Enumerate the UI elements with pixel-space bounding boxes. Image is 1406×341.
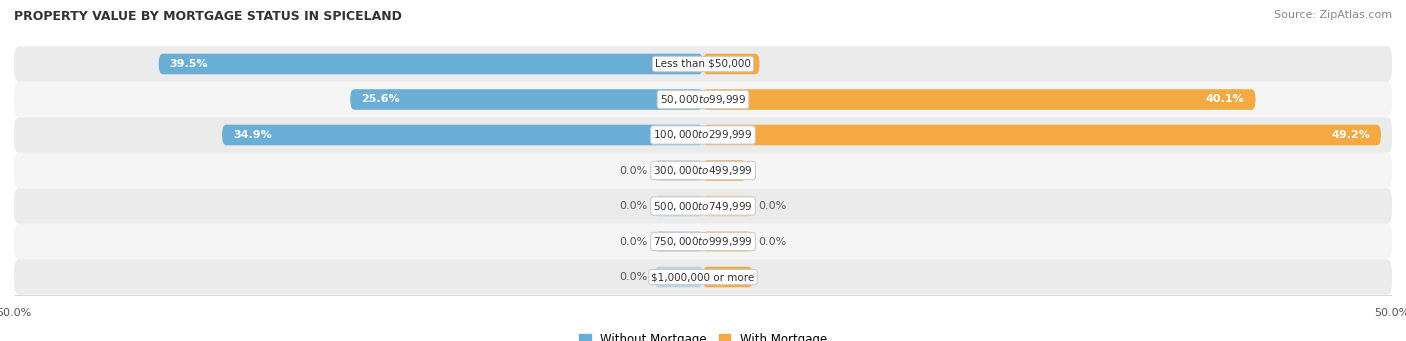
FancyBboxPatch shape (350, 89, 703, 110)
FancyBboxPatch shape (14, 153, 1392, 188)
FancyBboxPatch shape (222, 125, 703, 145)
Text: Source: ZipAtlas.com: Source: ZipAtlas.com (1274, 10, 1392, 20)
FancyBboxPatch shape (703, 267, 752, 287)
FancyBboxPatch shape (703, 196, 751, 216)
Text: PROPERTY VALUE BY MORTGAGE STATUS IN SPICELAND: PROPERTY VALUE BY MORTGAGE STATUS IN SPI… (14, 10, 402, 23)
Text: 0.0%: 0.0% (620, 201, 648, 211)
FancyBboxPatch shape (14, 82, 1392, 117)
Text: 49.2%: 49.2% (1331, 130, 1369, 140)
FancyBboxPatch shape (703, 125, 1381, 145)
Text: 0.0%: 0.0% (758, 201, 786, 211)
Text: 34.9%: 34.9% (233, 130, 271, 140)
FancyBboxPatch shape (655, 267, 703, 287)
Text: 40.1%: 40.1% (1206, 94, 1244, 104)
FancyBboxPatch shape (14, 224, 1392, 259)
Text: $50,000 to $99,999: $50,000 to $99,999 (659, 93, 747, 106)
FancyBboxPatch shape (655, 196, 703, 216)
FancyBboxPatch shape (703, 89, 1256, 110)
Text: $1,000,000 or more: $1,000,000 or more (651, 272, 755, 282)
Text: 0.0%: 0.0% (620, 272, 648, 282)
Text: 0.0%: 0.0% (620, 165, 648, 176)
FancyBboxPatch shape (14, 117, 1392, 153)
Text: $100,000 to $299,999: $100,000 to $299,999 (654, 129, 752, 142)
Text: 3.1%: 3.1% (704, 165, 735, 176)
FancyBboxPatch shape (14, 188, 1392, 224)
FancyBboxPatch shape (703, 54, 759, 74)
Text: 25.6%: 25.6% (361, 94, 399, 104)
Text: $500,000 to $749,999: $500,000 to $749,999 (654, 199, 752, 212)
FancyBboxPatch shape (703, 231, 751, 252)
FancyBboxPatch shape (159, 54, 703, 74)
Text: 3.6%: 3.6% (710, 272, 741, 282)
Text: $300,000 to $499,999: $300,000 to $499,999 (654, 164, 752, 177)
FancyBboxPatch shape (14, 46, 1392, 82)
FancyBboxPatch shape (655, 160, 703, 181)
Text: $750,000 to $999,999: $750,000 to $999,999 (654, 235, 752, 248)
Text: Less than $50,000: Less than $50,000 (655, 59, 751, 69)
FancyBboxPatch shape (703, 160, 745, 181)
Legend: Without Mortgage, With Mortgage: Without Mortgage, With Mortgage (574, 329, 832, 341)
Text: 0.0%: 0.0% (758, 237, 786, 247)
FancyBboxPatch shape (14, 259, 1392, 295)
Text: 39.5%: 39.5% (170, 59, 208, 69)
FancyBboxPatch shape (655, 231, 703, 252)
Text: 0.0%: 0.0% (620, 237, 648, 247)
Text: 4.1%: 4.1% (717, 59, 748, 69)
